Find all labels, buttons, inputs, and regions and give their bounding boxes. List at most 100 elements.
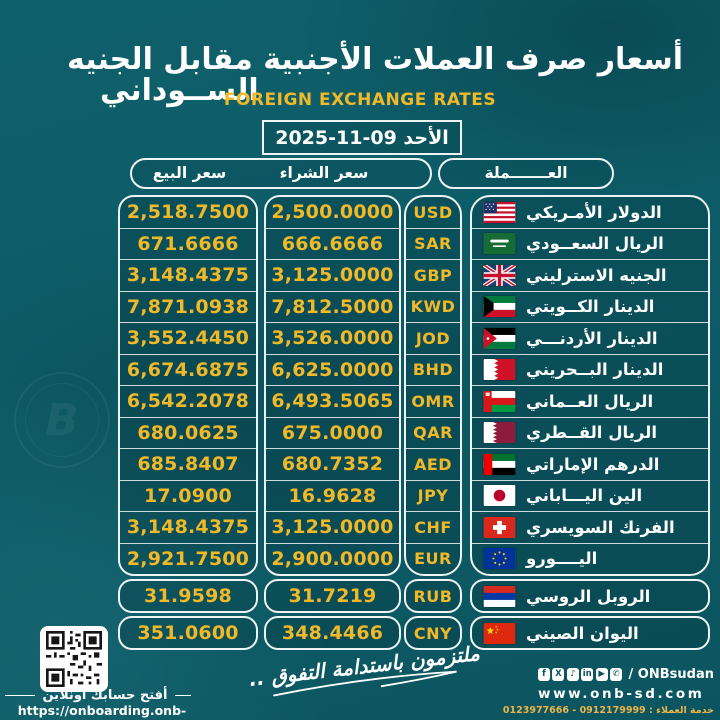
- buy-value: 2,500.0000: [271, 201, 394, 224]
- code-cell-cny: CNY: [404, 616, 462, 650]
- page-subtitle: FOREIGN EXCHANGE RATES: [223, 90, 497, 110]
- buy-value: 7,812.5000: [271, 295, 394, 318]
- slogan-flourish: [273, 670, 457, 697]
- sell-cell-chf: 3,148.4375: [120, 511, 256, 543]
- buy-cell-omr: 6,493.5065: [266, 385, 399, 417]
- code-cell: KWD: [406, 290, 460, 323]
- buy-cell-sar: 666.6666: [266, 227, 399, 260]
- buy-cell-kwd: 7,812.5000: [266, 290, 399, 323]
- sell-cell-gbp: 3,148.4375: [120, 259, 256, 291]
- code-cell: JPY: [406, 479, 460, 512]
- currency-code: KWD: [410, 297, 456, 317]
- buy-value: 16.9628: [288, 484, 377, 507]
- flag-saudi-arabia-icon: [483, 233, 516, 255]
- currency-cell-jod: الدينار الأردنـــي: [472, 322, 708, 354]
- tiktok-icon[interactable]: ♪: [566, 668, 579, 681]
- code-cell: AED: [406, 448, 460, 480]
- currency-name: اليــــورو: [526, 549, 598, 569]
- code-cell: USD: [406, 197, 460, 228]
- sell-value: 31.9598: [144, 585, 232, 607]
- currency-code: AED: [413, 454, 453, 474]
- sell-column-header: سعر البيع: [152, 164, 227, 182]
- buy-cell-eur: 2,900.0000: [266, 542, 399, 575]
- buy-value: 680.7352: [281, 453, 384, 476]
- sell-cell-jpy: 17.0900: [120, 479, 256, 512]
- flag-usa-icon: [483, 201, 516, 223]
- open-account-label: أفتح حسابك اونلاين: [0, 688, 196, 703]
- currency-column-label: العـــــــملة: [484, 164, 568, 182]
- price-columns-header: سعر البيع سعر الشراء: [130, 158, 432, 189]
- currency-cell-kwd: الدينار الكــويتي: [472, 290, 708, 323]
- flag-bahrain-icon: [483, 359, 516, 381]
- buy-value: 675.0000: [281, 421, 384, 444]
- code-cell: CHF: [406, 511, 460, 543]
- currency-cell-gbp: الجنيه الاسترليني: [472, 259, 708, 291]
- currency-cell-qar: الريال القــطري: [472, 416, 708, 449]
- sell-value: 17.0900: [144, 484, 232, 507]
- code-cell-rub: RUB: [404, 579, 462, 613]
- social-block: f X ♪ in ▶ ✆ / ONBsudan www.onb-sd.com خ…: [503, 667, 714, 716]
- buy-cell-gbp: 3,125.0000: [266, 259, 399, 291]
- buy-cell-rub: 31.7219: [264, 579, 401, 613]
- flag-kuwait-icon: [483, 296, 516, 318]
- code-cell: BHD: [406, 353, 460, 386]
- x-icon[interactable]: X: [552, 668, 565, 681]
- page-title-line1: أسعار صرف العملات الأجنبية مقابل الجنيه: [67, 42, 683, 77]
- buy-price-column: 2,500.0000 666.6666 3,125.0000 7,812.500…: [264, 195, 401, 576]
- buy-value: 666.6666: [281, 232, 384, 255]
- buy-cell-usd: 2,500.0000: [266, 197, 399, 228]
- currency-cell-sar: الريال السعــودي: [472, 227, 708, 260]
- sell-cell-usd: 2,518.7500: [120, 197, 256, 228]
- website-link[interactable]: www.onb-sd.com: [538, 686, 705, 702]
- sell-value: 3,552.4450: [126, 327, 250, 350]
- sell-cell-sar: 671.6666: [120, 227, 256, 260]
- sell-value: 685.8407: [137, 453, 239, 476]
- currency-code: USD: [413, 202, 453, 222]
- currency-name: الين اليـــاباني: [526, 486, 643, 506]
- currency-cell-rub: الروبل الروسي: [470, 579, 710, 613]
- currency-code: CHF: [414, 517, 452, 537]
- flag-jordan-icon: [483, 327, 516, 349]
- code-cell: EUR: [406, 542, 460, 575]
- buy-cell-cny: 348.4466: [264, 616, 401, 650]
- sell-value: 6,542.2078: [126, 390, 250, 413]
- youtube-icon[interactable]: ▶: [595, 668, 608, 681]
- sell-value: 2,518.7500: [126, 201, 250, 224]
- facebook-icon[interactable]: f: [538, 668, 550, 681]
- code-cell: JOD: [406, 322, 460, 354]
- sell-cell-eur: 2,921.7500: [120, 542, 256, 575]
- buy-value: 31.7219: [288, 585, 377, 607]
- currency-name: الدرهم الإماراتي: [526, 454, 660, 474]
- currency-code: JOD: [415, 328, 451, 348]
- currency-cell-bhd: الدينار البــحريني: [472, 353, 708, 386]
- onboarding-url-link[interactable]: https://onboarding.onb-sd.com: [17, 703, 187, 720]
- flag-united-kingdom-icon: [483, 264, 516, 286]
- sell-value: 6,674.6875: [126, 358, 250, 381]
- sell-value: 3,148.4375: [126, 264, 250, 287]
- social-handle[interactable]: / ONBsudan: [628, 667, 714, 682]
- buy-cell-qar: 675.0000: [266, 416, 399, 449]
- currency-name: الروبل الروسي: [526, 586, 651, 606]
- currency-code: JPY: [417, 486, 449, 506]
- bank-emblem-watermark: B: [14, 372, 110, 468]
- sell-value: 7,871.0938: [126, 295, 250, 318]
- buy-value: 3,526.0000: [271, 327, 394, 350]
- qr-pattern: [46, 631, 102, 687]
- linkedin-icon[interactable]: in: [581, 668, 594, 681]
- currency-name: الريال القــطري: [526, 423, 658, 443]
- flag-oman-icon: [483, 390, 516, 412]
- date-box: الأحد 09-11-2025: [262, 120, 462, 155]
- buy-value: 348.4466: [281, 622, 384, 644]
- sell-value: 2,921.7500: [126, 547, 250, 570]
- buy-cell-aed: 680.7352: [266, 448, 399, 480]
- currency-name: اليوان الصيني: [526, 623, 639, 643]
- sell-cell-cny: 351.0600: [118, 616, 258, 650]
- bank-emblem-letter: B: [25, 383, 99, 457]
- whatsapp-icon[interactable]: ✆: [610, 668, 623, 681]
- currency-name: الدولار الأمـريكي: [526, 202, 662, 222]
- currency-code: RUB: [413, 586, 453, 606]
- currency-code: BHD: [412, 360, 454, 380]
- currency-code: CNY: [413, 623, 453, 643]
- sell-price-column: 2,518.7500 671.6666 3,148.4375 7,871.093…: [118, 195, 258, 576]
